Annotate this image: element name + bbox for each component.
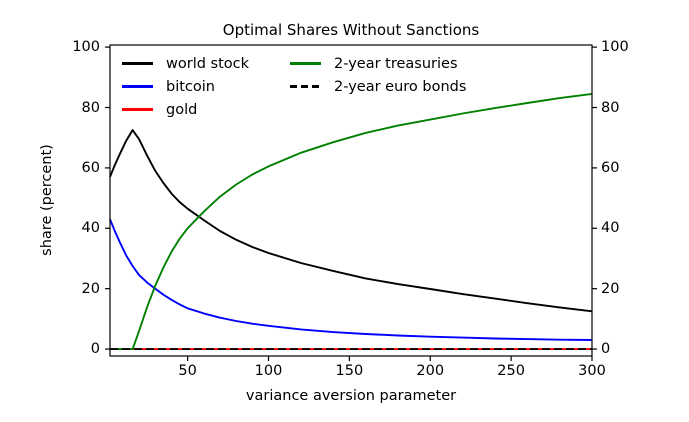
x-axis-label: variance aversion parameter [245,388,457,404]
y-tick-label-right-20: 20 [601,280,620,297]
series-line-bitcoin [109,218,593,341]
legend-column-1: world stock bitcoin gold [122,52,249,121]
y-tick-label-right-60: 60 [601,159,620,176]
legend-line-sample [290,62,321,65]
x-tick-label-200: 200 [416,363,445,379]
legend-label: gold [166,101,198,118]
x-tick-label-250: 250 [497,363,525,379]
y-tick-label-right-100: 100 [601,39,629,56]
x-tick-label-50: 50 [178,363,197,379]
legend-label: world stock [166,55,250,72]
y-tick-label-left-100: 100 [72,39,100,56]
y-tick-label-left-60: 60 [81,159,100,176]
legend-label: 2-year euro bonds [334,78,467,95]
legend-line-sample [122,85,153,88]
y-tick-label-right-80: 80 [601,99,620,116]
chart-title: Optimal Shares Without Sanctions [222,21,480,39]
series-line-world-stock [109,129,593,313]
legend-label: bitcoin [166,78,215,95]
legend-column-2: 2-year treasuries 2-year euro bonds [290,52,466,98]
y-tick-label-right-0: 0 [601,341,611,358]
legend-line-sample [122,62,153,65]
y-tick-label-right-40: 40 [601,220,620,237]
legend-dashed-line-sample [290,85,321,88]
legend-entry-bitcoin: bitcoin [122,75,249,98]
x-tick-label-100: 100 [254,363,283,379]
y-tick-label-left-80: 80 [81,99,100,116]
legend-entry-gold: gold [122,98,249,121]
y-tick-label-left-20: 20 [81,280,100,297]
legend-label: 2-year treasuries [334,55,458,72]
y-tick-label-left-40: 40 [81,220,100,237]
axes-frame [109,44,593,357]
y-axis-label-text: share (percent) [39,144,55,256]
legend-entry-2-year-euro-bonds: 2-year euro bonds [290,75,466,98]
y-tick-label-left-0: 0 [90,341,100,358]
series-line-2-year-treasuries [110,92,593,351]
x-tick-label-150: 150 [335,363,364,379]
legend-line-sample [122,108,153,111]
legend-entry-world-stock: world stock [122,52,249,75]
legend-entry-2-year-treasuries: 2-year treasuries [290,52,466,75]
x-tick-label-300: 300 [578,363,606,379]
